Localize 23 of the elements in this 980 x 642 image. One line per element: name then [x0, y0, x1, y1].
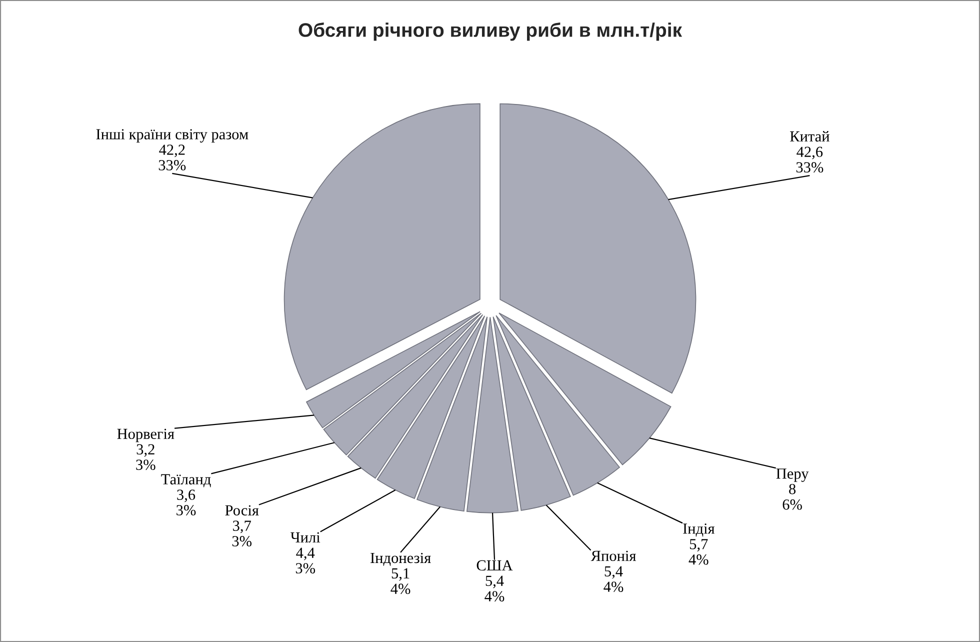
slice-label: Норвегія [117, 428, 174, 442]
slice-label: Індія [683, 524, 715, 537]
data-label: 5,1 4% [390, 568, 410, 594]
data-label: 42,6 33% [796, 146, 824, 173]
slice-label: США [476, 560, 513, 571]
slice-label: Індонезія [370, 552, 431, 566]
data-label: 8 6% [782, 484, 802, 510]
slice-label: Японія [590, 550, 636, 562]
data-label: 42,2 33% [158, 144, 186, 170]
slice-label: Таїланд [161, 474, 211, 488]
chart-title: Обсяги річного виливу риби в млн.т/рік [298, 22, 682, 41]
slice-label: Китай [790, 130, 830, 142]
slice-label: Перу [776, 468, 809, 482]
slice-label: Інші країни світу разом [96, 129, 248, 143]
slice-label: Росія [225, 505, 259, 516]
data-label: 4,4 3% [296, 548, 316, 574]
data-label: 3,7 3% [232, 520, 252, 546]
data-label: 5,4 4% [484, 576, 504, 602]
data-label: 5,7 4% [688, 539, 708, 565]
slice-label: Чилі [290, 532, 320, 543]
data-label: 3,6 3% [176, 490, 196, 516]
data-label: 3,2 3% [136, 444, 156, 470]
data-label: 5,4 4% [604, 566, 624, 592]
